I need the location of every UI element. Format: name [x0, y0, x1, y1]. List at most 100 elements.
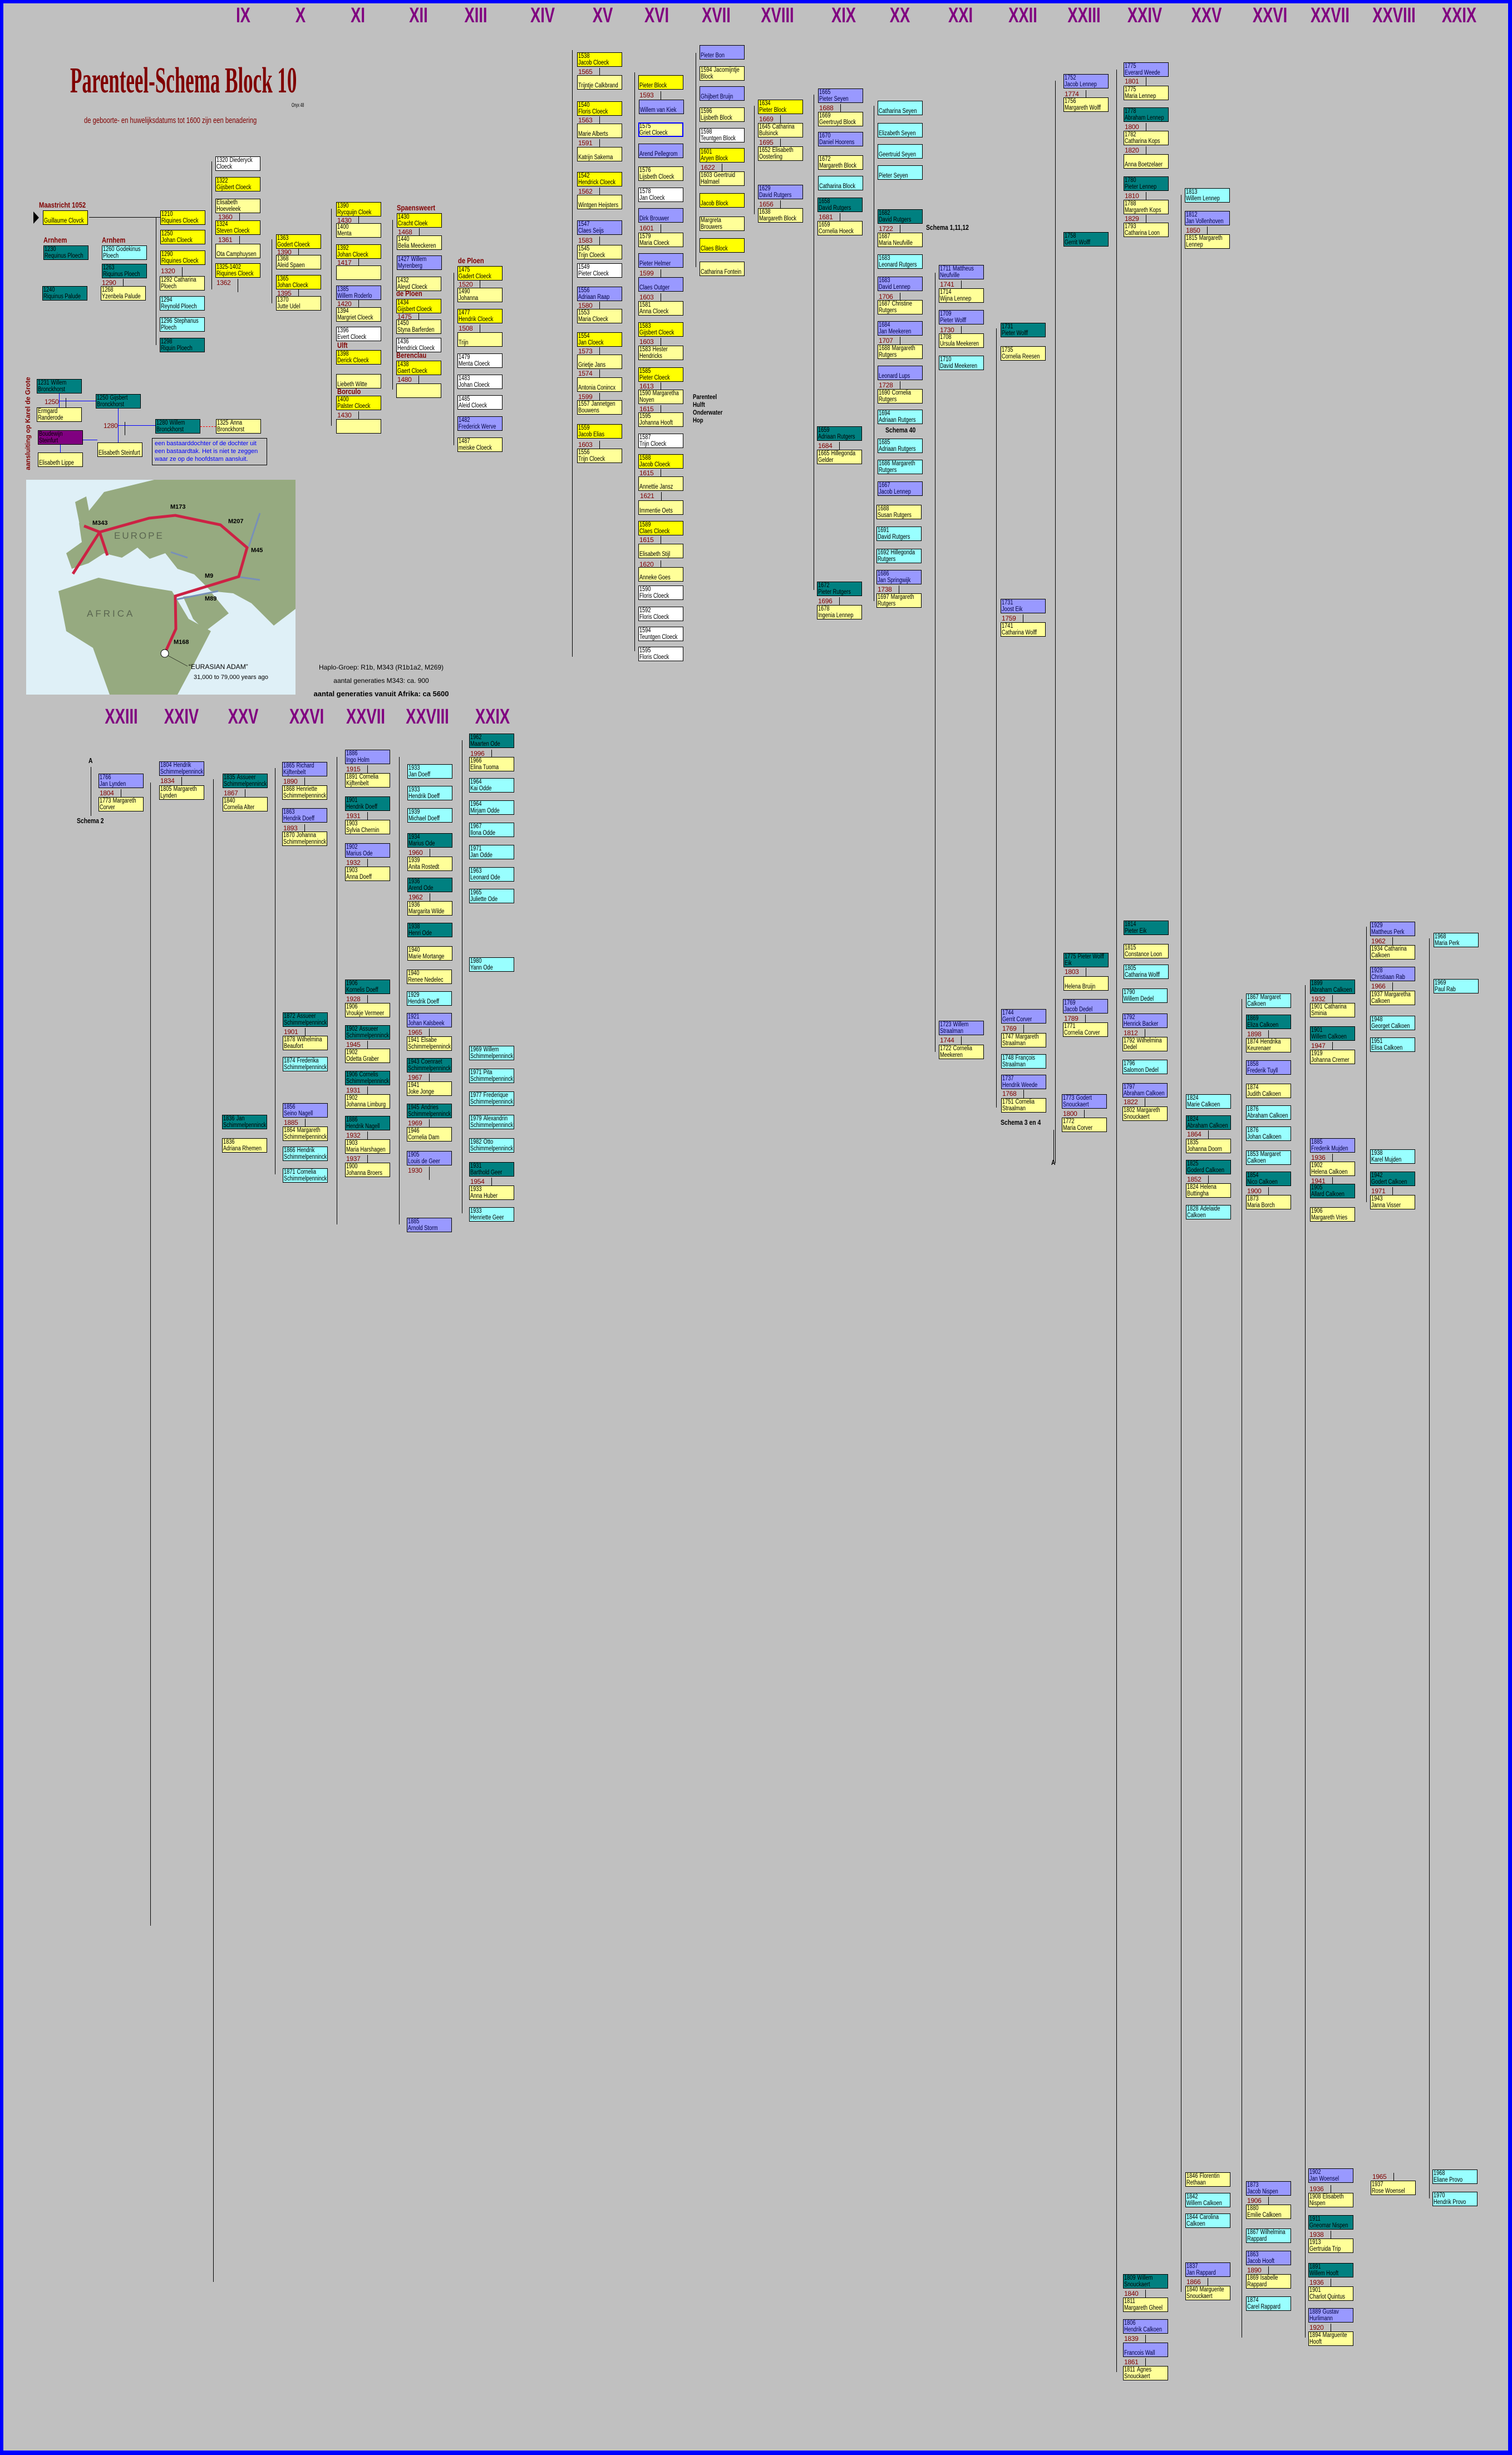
- person-year: 1902: [346, 1095, 358, 1101]
- connector-line: [1332, 1042, 1333, 1055]
- person-box: 1479 Menta Cloeck: [457, 353, 503, 368]
- person-box-content: 1903 Maria Harshagen: [346, 1140, 389, 1153]
- person-box-content: 1921 Johan Kalsbeek: [408, 1014, 451, 1027]
- person-name: Jan Vollenhoven: [1186, 218, 1224, 225]
- generation-header: XXI: [948, 4, 973, 27]
- person-name: Jacob Lennep: [1065, 81, 1097, 88]
- person-box-content: 1758 Gerrit Wolff: [1065, 233, 1107, 246]
- person-year: 1370: [277, 297, 289, 303]
- person-name: Elisabeth Oosterling: [759, 147, 794, 160]
- person-box-content: 1968 Eliane Provo: [1434, 2170, 1476, 2183]
- person-year: 1866: [284, 1147, 295, 1154]
- connector-line: [429, 1119, 430, 1133]
- person-name: Wintgen Heijsters: [578, 202, 619, 209]
- person-name: Floris Cloeck: [639, 593, 669, 599]
- person-year: 1585: [639, 368, 651, 375]
- person-year: 1933: [470, 1186, 482, 1193]
- person-year: 1901: [1309, 2287, 1321, 2294]
- person-box-content: 1934 Marius Ode: [408, 834, 451, 847]
- person-name: David Meekeren: [940, 363, 977, 370]
- person-name: Pieter Rutgers: [818, 589, 851, 596]
- person-year: 1936: [408, 902, 420, 908]
- schema-label: A: [1051, 1158, 1056, 1167]
- person-year: 1901: [1311, 1027, 1323, 1034]
- person-name: Catharina Ploech: [161, 277, 196, 290]
- person-year: 1902: [346, 844, 358, 850]
- person-box: Ota Camphuysen: [215, 244, 260, 258]
- person-name: Margriet Cloeck: [337, 314, 373, 321]
- person-box-content: 1811 Margareth Gheel: [1124, 2298, 1167, 2311]
- person-box-content: 1790 Willem Dedel: [1124, 989, 1166, 1002]
- person-box-content: Helena Bruijn: [1065, 977, 1107, 990]
- person-box: Guillaume Clovck: [43, 210, 88, 225]
- person-year: 1400: [337, 396, 349, 403]
- person-name: Claes Seijs: [578, 228, 604, 234]
- person-name: Johan Cloeck: [459, 382, 490, 388]
- person-box-content: 1867 Wilhelmina Rappard: [1247, 2229, 1290, 2242]
- generation-header: XXVIII: [1372, 4, 1416, 27]
- person-box: 1962 Maarten Ode: [469, 734, 514, 748]
- connector-line: [181, 777, 182, 790]
- person-year: 1766: [100, 774, 111, 781]
- person-box-content: 1891 Cornelia Kijftenbelt: [346, 774, 389, 787]
- person-year: 1899: [1311, 980, 1323, 987]
- person-box-content: Guillaume Clovck: [44, 211, 87, 224]
- person-year: 1846: [1186, 2173, 1198, 2180]
- person-box-content: 1579 Maria Cloeck: [639, 233, 682, 247]
- marriage-year: 1573: [578, 347, 593, 355]
- person-box: 1968 Eliane Provo: [1432, 2169, 1477, 2184]
- connector-line: [305, 1119, 306, 1132]
- person-year: 1828: [1187, 1206, 1199, 1212]
- person-name: Kornelis Doeff: [346, 987, 378, 993]
- person-year: 1911: [1309, 2216, 1321, 2222]
- person-year: 1902: [1309, 2169, 1321, 2176]
- person-box: 1903 Sylvia Chernin: [345, 820, 390, 834]
- person-name: Hendrik Weede: [1002, 1082, 1038, 1089]
- person-year: 1581: [639, 302, 651, 308]
- person-name: Riquinus Ploech: [103, 271, 140, 278]
- person-year: 1885: [408, 1218, 420, 1225]
- person-year: 1775: [1065, 953, 1076, 960]
- person-box: 1645 Catharina Bulsinck: [758, 123, 803, 137]
- person-box: 1250 Gijsbert Bronckhorst: [96, 394, 141, 409]
- person-box: 1814 Pieter Eik: [1124, 921, 1169, 935]
- person-box-content: 1692 Hillegonda Rutgers: [878, 549, 920, 563]
- person-year: 1886: [346, 750, 358, 757]
- person-year: 1844: [1186, 2214, 1198, 2221]
- person-box: 1805 Catharina Wolff: [1124, 965, 1169, 979]
- person-box-content: 1594 Jacomijntje Block: [701, 67, 743, 80]
- person-name: Belia Meeckeren: [398, 243, 436, 249]
- person-name: Johan Calkoen: [1247, 1134, 1282, 1140]
- person-year: 1876: [1247, 1127, 1259, 1134]
- marriage-year: 1562: [578, 188, 593, 195]
- person-box-content: 1231 Willem Bronckhorst: [38, 380, 81, 393]
- person-year: 1260: [103, 246, 115, 253]
- connector-line: [358, 411, 359, 425]
- person-name: Agnes Snouckaert: [1124, 2367, 1152, 2380]
- person-box: 1911 Gneomar Nispen: [1308, 2215, 1353, 2230]
- person-name: Leonard Lups: [879, 373, 910, 380]
- person-box-content: 1686 Margareth Rutgers: [879, 460, 922, 474]
- connector-line: [780, 115, 781, 129]
- person-box-content: 1886 Hendrik Nagell: [346, 1116, 389, 1130]
- person-box: 1837 Jan Rappard: [1185, 2262, 1230, 2277]
- marriage-year: 1722: [879, 225, 893, 233]
- person-box-content: 1385 Willem Roderlo: [337, 286, 380, 299]
- person-year: 1824: [1187, 1095, 1199, 1101]
- person-box-content: 1250 Gijsbert Bronckhorst: [97, 395, 140, 408]
- marriage-year: 1475: [397, 313, 412, 321]
- person-year: 1836: [223, 1115, 235, 1122]
- person-year: 1711: [940, 265, 951, 272]
- person-name: Hendrik Doeff: [346, 804, 378, 810]
- person-name: Gustav Hurlimann: [1309, 2309, 1339, 2322]
- person-box-content: 1390 Rycquijn Cloek: [337, 203, 380, 216]
- person-name: Christiaan Rab: [1371, 974, 1405, 981]
- person-year: 1390: [337, 203, 349, 209]
- person-name: Jacob Cloeck: [639, 461, 671, 468]
- person-name: Immentie Oets: [639, 508, 673, 514]
- person-box: Helena Bruijn: [1063, 976, 1109, 991]
- person-box: 1325 Anna Bronckhorst: [216, 419, 261, 434]
- person-box: 1929 Mattheus Perk: [1370, 922, 1415, 936]
- person-name: Pieter Cloeck: [578, 270, 609, 277]
- person-box: 1933 Jan Doeff: [407, 764, 452, 779]
